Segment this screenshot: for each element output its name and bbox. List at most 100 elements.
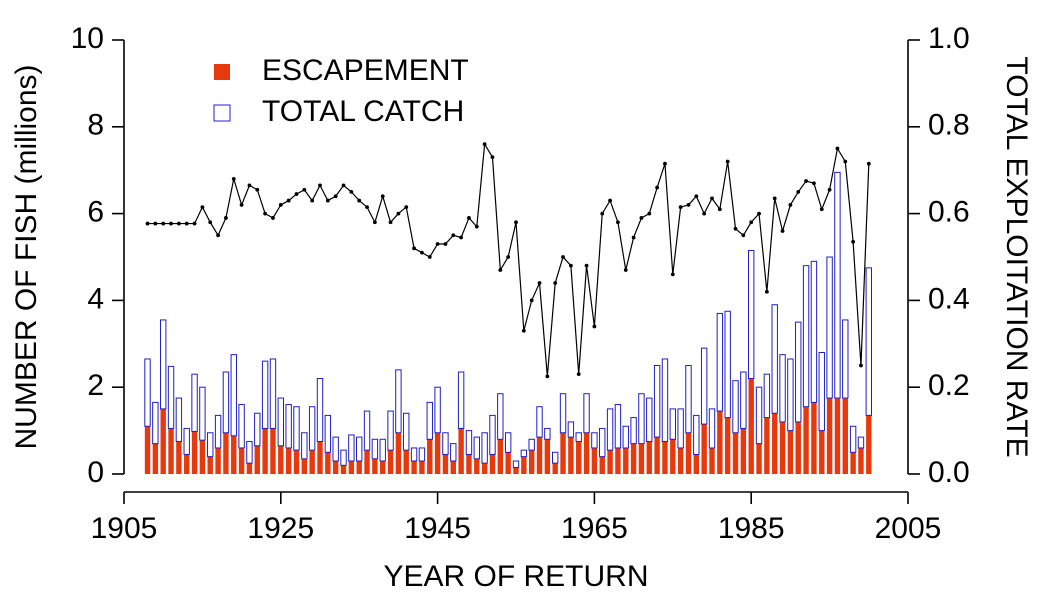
rate-point <box>255 187 260 192</box>
rate-point <box>467 216 471 220</box>
catch-bar <box>708 408 716 449</box>
escapement-bar <box>474 458 480 474</box>
rate-point <box>404 205 409 209</box>
rate-point <box>514 220 518 225</box>
rate-point <box>474 224 479 229</box>
catch-bar <box>544 427 551 440</box>
escapement-bar <box>677 447 684 474</box>
rate-point <box>686 203 691 207</box>
rate-point <box>647 211 652 216</box>
catch-bar <box>167 365 175 429</box>
escapement-bar <box>638 443 645 474</box>
rate-point <box>239 203 244 207</box>
rate-point <box>616 220 620 225</box>
rate-point <box>678 205 683 209</box>
rate-point <box>835 146 840 151</box>
catch-bar <box>677 408 684 449</box>
escapement-bar <box>552 463 558 474</box>
rate-point <box>318 183 322 188</box>
escapement-bar <box>497 439 504 474</box>
rate-point <box>341 183 346 188</box>
catch-bar <box>324 414 332 453</box>
rate-point <box>608 198 612 203</box>
escapement-bar <box>387 450 394 474</box>
rate-point <box>380 194 385 199</box>
rate-point <box>851 239 856 244</box>
catch-bar <box>787 358 794 432</box>
x-tick-label: 1925 <box>247 512 314 545</box>
rate-point <box>757 211 761 216</box>
escapement-bar <box>427 439 433 474</box>
escapement-bar <box>513 467 519 474</box>
catch-bar <box>512 460 520 468</box>
rate-point <box>349 190 354 194</box>
escapement-bar <box>325 452 331 474</box>
legend-marker <box>213 104 231 122</box>
escapement-bar <box>152 443 159 474</box>
catch-bar <box>356 436 363 462</box>
catch-bar <box>246 440 253 464</box>
rate-point <box>333 194 338 199</box>
catch-bar <box>207 432 214 458</box>
escapement-bar <box>489 454 496 474</box>
catch-bar <box>606 408 614 451</box>
catch-bar <box>536 406 543 438</box>
escapement-bar <box>591 447 598 474</box>
rate-point <box>663 161 667 166</box>
rate-point <box>592 324 597 329</box>
escapement-bar <box>262 428 268 474</box>
escapement-bar <box>317 441 323 474</box>
rate-point <box>780 229 785 233</box>
rate-point <box>694 194 699 199</box>
escapement-bar <box>246 463 253 474</box>
escapement-bar <box>332 460 339 474</box>
rate-point <box>843 159 848 164</box>
rate-point <box>561 255 565 259</box>
rate-point <box>427 255 432 259</box>
escapement-bar <box>623 447 629 474</box>
rate-point <box>623 268 628 272</box>
catch-bar <box>740 371 747 429</box>
escapement-bar <box>191 431 198 474</box>
rate-point <box>521 328 526 333</box>
catch-bar <box>567 421 575 438</box>
rate-point <box>545 374 550 379</box>
catch-bar <box>481 432 488 464</box>
catch-bar <box>277 397 285 447</box>
rate-point <box>420 250 424 255</box>
escapement-bar <box>536 437 543 474</box>
rate-point <box>357 198 362 203</box>
y2-axis-label: TOTAL EXPLOITATION RATE <box>1000 56 1033 457</box>
y-tick-label: 4 <box>87 282 104 315</box>
escapement-bar <box>654 437 660 474</box>
catch-bar <box>552 451 559 464</box>
escapement-bar <box>223 432 229 474</box>
catch-bar <box>638 393 645 445</box>
y-tick-label: 2 <box>87 369 104 402</box>
catch-bar <box>528 438 535 451</box>
catch-bar <box>857 436 865 449</box>
catch-bar <box>363 410 371 451</box>
escapement-bar <box>724 417 731 474</box>
catch-bar <box>849 425 857 453</box>
escapement-bar <box>748 378 754 474</box>
legend-label: ESCAPEMENT <box>262 54 469 87</box>
catch-bar <box>520 449 528 458</box>
escapement-bar <box>670 439 676 474</box>
catch-bar <box>403 412 410 451</box>
catch-bar <box>795 321 802 423</box>
catch-bar <box>285 404 292 449</box>
x-axis-label: YEAR OF RETURN <box>383 560 648 593</box>
escapement-bar <box>709 447 715 474</box>
escapement-bar <box>364 450 370 474</box>
rate-point <box>482 142 487 147</box>
escapement-bar <box>615 447 621 474</box>
rate-point <box>459 235 464 240</box>
rate-point <box>169 221 173 226</box>
catch-bar <box>261 360 269 429</box>
escapement-bar <box>819 430 825 474</box>
rate-point <box>498 268 503 272</box>
rate-point <box>278 203 283 207</box>
rate-point <box>263 211 268 216</box>
rate-point <box>819 207 824 212</box>
